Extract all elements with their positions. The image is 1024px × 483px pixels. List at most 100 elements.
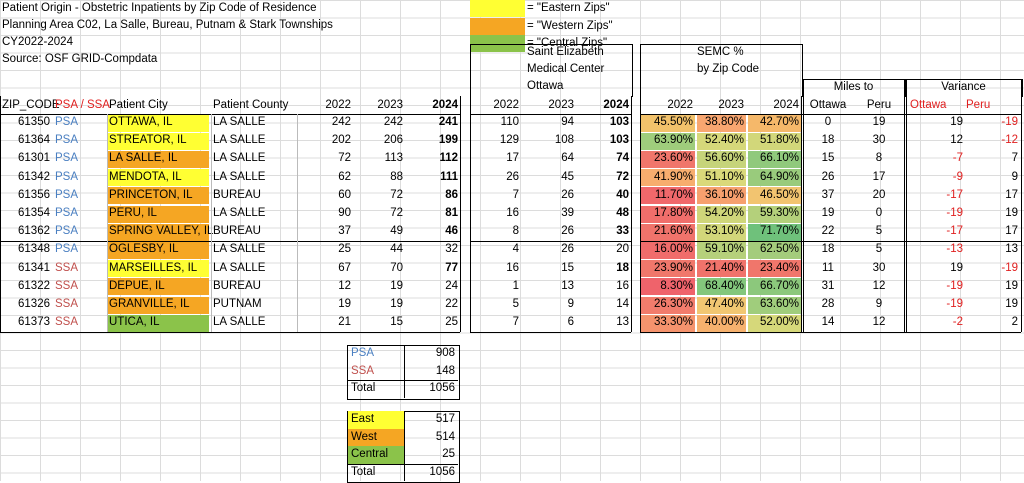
semc-pct-2023: 21.40% [704, 261, 744, 274]
service-area: PSA [55, 188, 79, 201]
semc-pct-2022: 17.80% [653, 207, 693, 219]
semc-pct-2024: 23.40% [759, 261, 799, 274]
city-zone-fill [107, 314, 209, 332]
semc-2024: 13 [616, 316, 629, 329]
semc-pct-2023: 51.10% [704, 170, 744, 183]
zip-code: 61341 [18, 261, 50, 274]
pct-heat-fill [697, 278, 746, 296]
semc-pct-2022: 45.50% [653, 116, 693, 128]
variance-peru: -19 [1001, 116, 1018, 128]
patient-city: PERU, IL [109, 207, 157, 219]
variance-peru: 17 [1005, 225, 1018, 238]
semc-pct-2022: 26.30% [653, 298, 693, 310]
service-area: SSA [55, 261, 79, 274]
variance-peru: 9 [1011, 170, 1018, 183]
pct-heat-fill [748, 241, 801, 260]
total-2024: 112 [439, 152, 458, 165]
pct-heat-fill [640, 314, 695, 332]
table-rule [801, 96, 802, 333]
patient-city: OTTAWA, IL [109, 116, 173, 128]
semc-pct-2023: 56.60% [704, 152, 744, 165]
semc-2022: 5 [512, 298, 519, 310]
patient-county: PUTNAM [213, 298, 262, 310]
header-variance-peru: Peru [966, 99, 991, 111]
total-2022: 12 [338, 279, 351, 292]
table-rule [470, 96, 471, 333]
semc-pct-2023: 52.40% [704, 134, 744, 147]
total-2022: 62 [338, 170, 351, 183]
zone-fill [348, 446, 404, 464]
summary-box [347, 345, 460, 400]
semc-2024: 103 [609, 116, 629, 128]
miles-ottawa: 22 [821, 225, 835, 238]
patient-city: STREATOR, IL [109, 134, 187, 147]
header-miles-peru: Peru [866, 99, 892, 111]
patient-county: BUREAU [213, 188, 261, 201]
variance-ottawa: -13 [946, 243, 963, 256]
variance-ottawa: -9 [952, 170, 963, 183]
semc-pct-2022: 63.90% [653, 134, 693, 147]
table-rule [347, 380, 458, 382]
variance-header: Variance [941, 81, 986, 93]
semc-2023: 13 [561, 279, 574, 292]
table-rule [640, 114, 1021, 115]
header-pct-2022: 2022 [667, 99, 693, 111]
table-rule [0, 114, 460, 115]
city-zone-fill [107, 296, 209, 314]
total-2024: 32 [445, 243, 458, 256]
miles-peru: 0 [875, 207, 883, 219]
header-zip: ZIP_CODE [2, 99, 60, 111]
total-2023: 44 [390, 243, 403, 256]
header-psa-ssa: PSA / SSA [55, 99, 110, 111]
variance-ottawa: -19 [946, 298, 963, 310]
summary-label: Total [351, 382, 376, 395]
header-total-2023: 2023 [377, 99, 403, 111]
zone-fill [348, 411, 404, 429]
city-zone-fill [107, 169, 209, 187]
variance-peru: 17 [1005, 188, 1018, 201]
miles-peru: 8 [875, 152, 883, 165]
zip-code: 61362 [18, 225, 50, 238]
city-zone-fill [107, 241, 209, 260]
miles-ottawa: 28 [821, 298, 835, 310]
zip-code: 61326 [18, 298, 50, 310]
semc-2023: 9 [567, 298, 574, 310]
patient-city: PRINCETON, IL [109, 188, 193, 201]
total-2022: 60 [338, 188, 351, 201]
total-2023: 88 [390, 170, 403, 183]
semc-2022: 16 [506, 261, 519, 274]
pct-heat-fill [748, 278, 801, 296]
semc-2023: 64 [561, 152, 574, 165]
variance-peru: -12 [1001, 134, 1018, 147]
miles-peru: 19 [872, 116, 886, 128]
semc-2024: 40 [616, 188, 629, 201]
semc-2022: 1 [512, 279, 519, 292]
total-2023: 206 [383, 134, 403, 147]
semc-2022: 110 [500, 116, 519, 128]
pct-heat-fill [697, 114, 746, 132]
semc-header-line2: Medical Center [527, 63, 605, 75]
semc-2024: 48 [616, 207, 629, 219]
patient-county: BUREAU [213, 225, 261, 238]
service-area: PSA [55, 170, 79, 183]
header-semc-2023: 2023 [548, 99, 574, 111]
table-rule [107, 114, 108, 333]
report-title: Patient Origin - Obstetric Inpatients by… [2, 2, 317, 14]
miles-peru: 20 [872, 188, 886, 201]
variance-peru: -19 [1001, 261, 1018, 274]
variance-ottawa: 19 [950, 261, 963, 274]
miles-ottawa: 37 [821, 188, 835, 201]
miles-ottawa: 18 [821, 134, 835, 147]
semc-2023: 45 [561, 170, 574, 183]
semc-header-line1: Saint Elizabeth [527, 46, 604, 58]
pct-heat-fill [748, 260, 801, 278]
total-2022: 21 [338, 316, 351, 329]
table-rule [347, 463, 458, 465]
semc-pct-2024: 59.30% [759, 207, 799, 219]
pct-heat-fill [640, 132, 695, 150]
report-source: Source: OSF GRID-Compdata [2, 53, 158, 65]
semc-2023: 26 [561, 188, 574, 201]
table-rule [470, 114, 631, 115]
summary-label: West [351, 430, 377, 443]
semc-2023: 15 [561, 261, 574, 274]
